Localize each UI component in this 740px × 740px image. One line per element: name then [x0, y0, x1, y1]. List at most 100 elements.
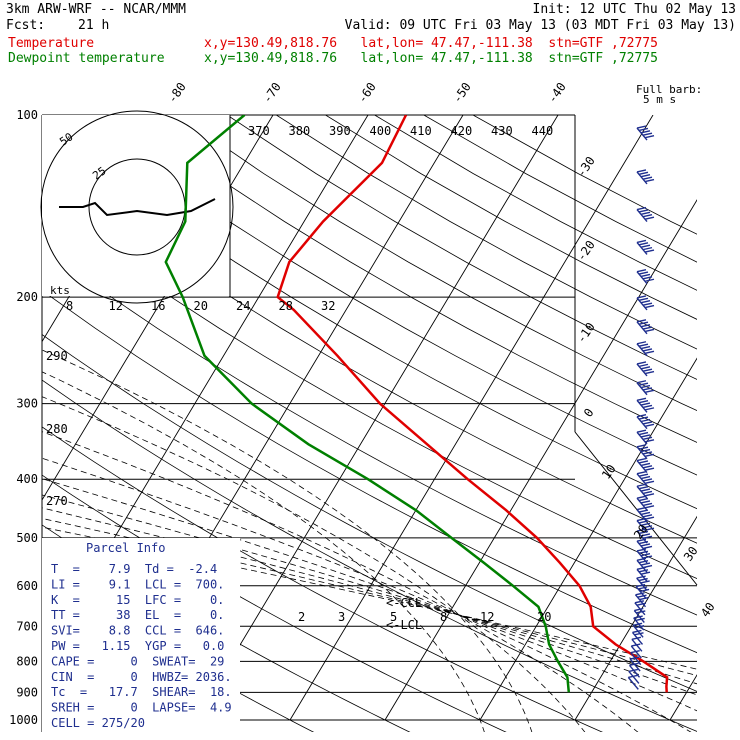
- dry-adiabat: [226, 115, 697, 380]
- pressure-label-500: 500: [16, 531, 38, 545]
- pressure-label-400: 400: [16, 472, 38, 486]
- parcel-info-row: SVI= 8.8 CCL = 646.: [51, 624, 224, 638]
- dry-adiabat: [128, 115, 697, 443]
- pressure-label-700: 700: [16, 619, 38, 633]
- speed-label: 32: [321, 299, 335, 313]
- parcel-info-row: CELL = 275/20: [51, 716, 145, 730]
- wind-legend-line1: Full barb:: [636, 83, 702, 96]
- isotherm-label-right: -10: [574, 320, 598, 346]
- parcel-info-row: K = 15 LFC = 0.: [51, 593, 224, 607]
- parcel-info-box: [42, 538, 240, 732]
- theta-e-label: 420: [451, 124, 473, 138]
- isotherm-label-right: 10: [599, 462, 619, 482]
- dry-adiabat: [79, 115, 697, 476]
- wind-barb: [636, 397, 655, 413]
- dry-adiabat: [42, 163, 697, 544]
- theta-label-left: 270: [46, 494, 68, 508]
- wind-barb: [636, 538, 653, 554]
- wind-barb: [634, 592, 649, 608]
- dry-adiabat: [472, 115, 697, 235]
- moist-adiabat: [42, 371, 485, 732]
- theta-e-label: 400: [370, 124, 392, 138]
- theta-label-left: 290: [46, 349, 68, 363]
- hodograph-unit-label: kts: [50, 284, 70, 297]
- isotherm: [289, 115, 654, 721]
- wind-barb: [636, 169, 655, 185]
- isotherm: [384, 199, 697, 721]
- parcel-info-row: PW = 1.15 YGP = 0.0: [51, 639, 224, 653]
- isotherm-label-right: 20: [631, 522, 651, 542]
- parcel-info-row: CIN = 0 HWBZ= 2036.: [51, 670, 232, 684]
- wind-barb: [636, 380, 655, 396]
- dewpoint-profile: [164, 115, 571, 693]
- isotherm-label-right: 40: [698, 600, 718, 620]
- forecast-label: Fcst:: [6, 18, 46, 33]
- isotherm: [194, 115, 559, 721]
- isotherm: [669, 674, 697, 721]
- pressure-label-100: 100: [16, 108, 38, 122]
- lcl-marker: <-LCL: [386, 618, 422, 632]
- speed-label: 16: [151, 299, 165, 313]
- dewpoint-legend-info: x,y=130.49,818.76 lat,lon= 47.47,-111.38…: [204, 51, 658, 66]
- mixing-ratio-label: 12: [480, 610, 494, 624]
- moist-adiabat: [42, 494, 697, 696]
- wind-barb: [636, 517, 655, 534]
- temperature-legend-label: Temperature: [8, 36, 95, 51]
- parcel-info-row: Tc = 17.7 SHEAR= 18.: [51, 685, 232, 699]
- speed-label: 8: [66, 299, 73, 313]
- wind-barb: [635, 583, 650, 600]
- wind-barb: [636, 361, 655, 377]
- dry-adiabat: [276, 115, 697, 350]
- wind-barb: [636, 295, 655, 311]
- wind-barb: [636, 457, 655, 474]
- speed-label: 24: [236, 299, 250, 313]
- dry-adiabat: [42, 204, 697, 580]
- dry-adiabat: [42, 123, 697, 510]
- dry-adiabat: [42, 289, 697, 654]
- parcel-info-row: SREH = 0 LAPSE= 4.9: [51, 701, 232, 715]
- isotherm-label-top: -60: [355, 80, 379, 106]
- dry-adiabat: [177, 115, 697, 412]
- wind-barb: [636, 429, 655, 445]
- hodograph-ring-label-outer: 50: [57, 130, 75, 148]
- hodograph-background: [42, 115, 230, 296]
- theta-e-label: 390: [329, 124, 351, 138]
- mixing-ratio-label: 5: [390, 610, 397, 624]
- pressure-label-300: 300: [16, 397, 38, 411]
- parcel-info-row: CAPE = 0 SWEAT= 29: [51, 654, 224, 668]
- wind-barb: [636, 206, 655, 222]
- speed-label: 20: [194, 299, 208, 313]
- wind-barb: [636, 506, 655, 523]
- isotherm-label-top: -40: [545, 80, 569, 106]
- wind-barb: [629, 656, 641, 672]
- valid-time: Valid: 09 UTC Fri 03 May 13 (03 MDT Fri …: [344, 18, 736, 33]
- moist-adiabat: [42, 396, 586, 732]
- wind-barb: [636, 268, 655, 285]
- wind-barb: [636, 444, 655, 460]
- moist-adiabat: [42, 431, 639, 732]
- hodograph-ring-outer: [40, 110, 234, 304]
- pressure-label-200: 200: [16, 290, 38, 304]
- wind-barb: [628, 668, 640, 684]
- dry-adiabat: [42, 426, 603, 732]
- isotherm-label-top: -80: [165, 80, 189, 106]
- pressure-label-800: 800: [16, 654, 38, 668]
- init-time: Init: 12 UTC Thu 02 May 13: [532, 2, 737, 17]
- wind-barb: [636, 239, 655, 255]
- wind-barb: [636, 319, 655, 335]
- dewpoint-legend-label: Dewpoint temperature: [8, 51, 165, 66]
- wind-barb: [636, 125, 655, 141]
- wind-barb: [627, 674, 639, 690]
- isotherm-label-right: 0: [581, 406, 597, 420]
- wind-barb: [630, 649, 642, 666]
- theta-e-label: 440: [532, 124, 554, 138]
- right-axis-slant: [574, 431, 698, 586]
- hodograph-ring-label-inner: 25: [90, 164, 108, 182]
- wind-barb: [636, 471, 655, 487]
- moist-adiabat: [42, 349, 533, 732]
- speed-label: 12: [109, 299, 123, 313]
- wind-barb: [636, 414, 655, 430]
- mixing-ratio-label: 3: [338, 610, 345, 624]
- theta-e-label: 410: [410, 124, 432, 138]
- ccl-marker: <-CCL: [386, 596, 422, 610]
